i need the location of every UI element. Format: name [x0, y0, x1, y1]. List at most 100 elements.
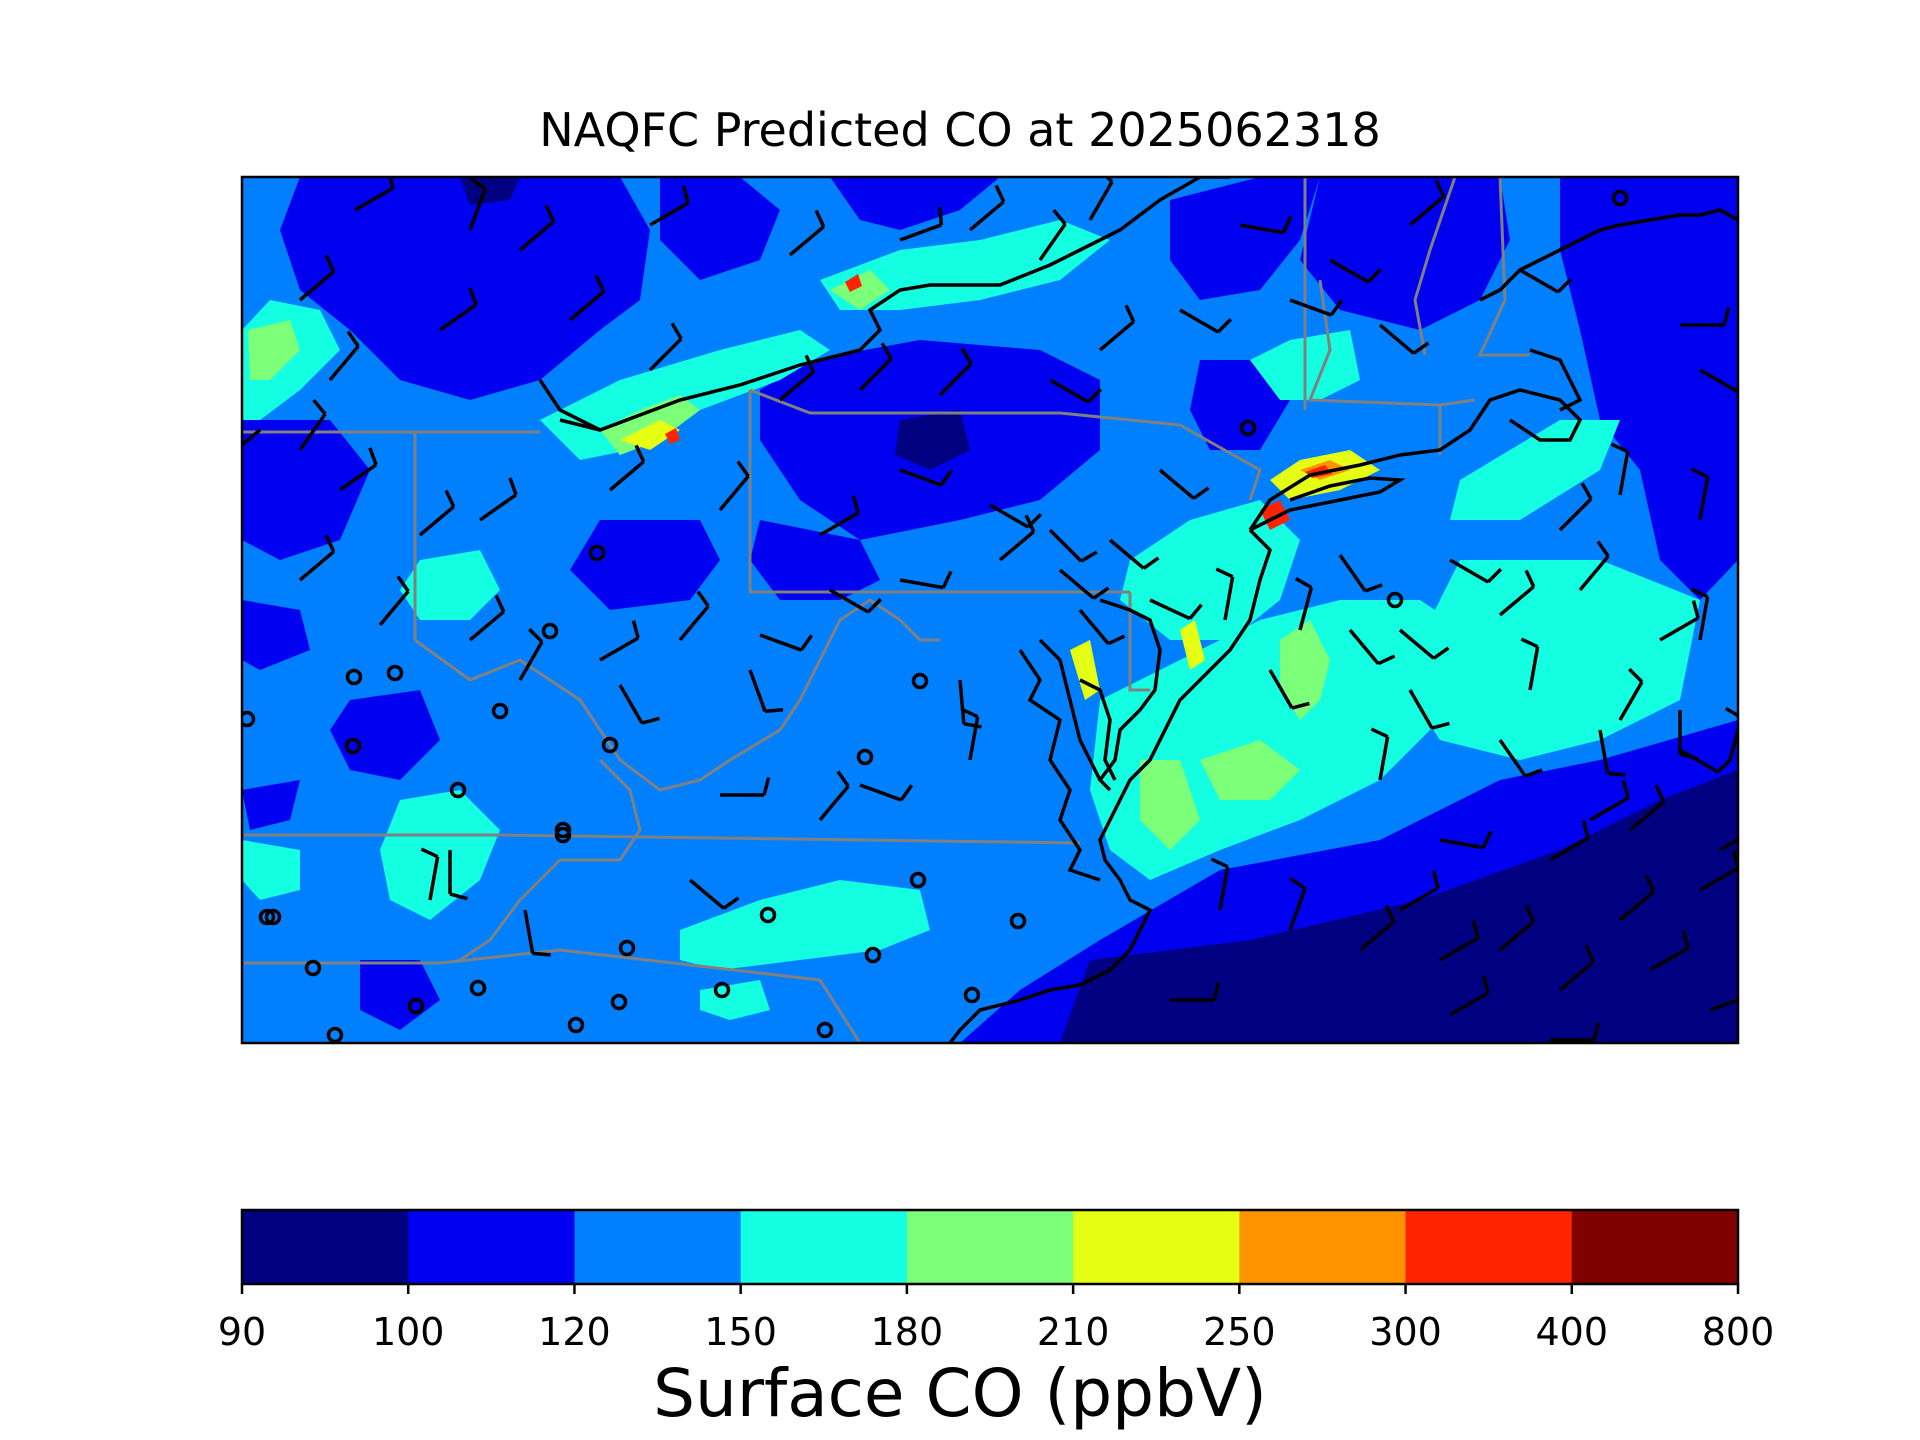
wind-barb — [1348, 628, 1396, 666]
colorbar-tick-label: 150 — [704, 1310, 777, 1354]
colorbar-segment — [408, 1210, 575, 1284]
wind-barb — [1239, 215, 1293, 235]
wind-barb — [648, 322, 683, 372]
coast-atlantic-mid — [948, 528, 1273, 1043]
coast-lake-erie-east — [538, 379, 601, 432]
wind-barb — [328, 330, 360, 382]
wind-barb — [1170, 982, 1221, 1002]
calm-wind-marker — [618, 939, 636, 957]
wind-barb — [968, 184, 1006, 232]
wind-barb — [998, 514, 1036, 562]
calm-wind-marker — [816, 1021, 834, 1039]
co-region-north-west — [280, 177, 650, 400]
coast-long-island-sound — [1248, 388, 1583, 531]
co-region — [242, 420, 370, 560]
calm-wind-marker — [1009, 912, 1027, 930]
co-region — [1170, 177, 1320, 300]
colorbar — [240, 1208, 1740, 1294]
colorbar-tick-label: 90 — [217, 1310, 267, 1354]
coastlines — [242, 177, 1738, 1043]
wind-barb — [378, 575, 410, 627]
calm-wind-marker — [407, 997, 425, 1015]
wind-barb — [1408, 689, 1450, 730]
calm-wind-marker — [588, 544, 606, 562]
wind-barb — [899, 468, 954, 487]
co-region — [400, 550, 500, 620]
wind-barb — [1088, 177, 1114, 221]
colorbar-label: Surface CO (ppbV) — [653, 1355, 1267, 1432]
wind-barb — [778, 354, 816, 402]
wind-barbs — [242, 177, 1778, 1043]
wind-barb — [468, 177, 487, 231]
co-region — [1280, 620, 1330, 720]
wind-barb — [568, 274, 606, 322]
wind-barb — [1049, 378, 1103, 404]
border-wv-ky — [459, 758, 642, 962]
coast-chesapeake-west — [1038, 638, 1102, 781]
wind-barb — [1439, 920, 1480, 962]
wind-barb — [1358, 904, 1396, 952]
wind-barb — [420, 847, 440, 901]
calm-wind-marker — [759, 906, 777, 924]
wind-barb — [1679, 748, 1733, 774]
calm-wind-marker — [554, 826, 572, 844]
wind-barb — [1598, 729, 1626, 777]
calm-wind-marker — [541, 622, 559, 640]
wind-barb — [958, 679, 982, 729]
colorbar-tick-label: 210 — [1036, 1310, 1110, 1354]
border-pennsylvania — [748, 390, 1130, 594]
co-region — [680, 880, 930, 970]
map-frame — [240, 175, 1740, 1045]
state-borders — [242, 177, 1530, 1043]
calm-wind-marker — [491, 702, 509, 720]
co-region — [665, 428, 680, 444]
wind-barb — [1709, 997, 1738, 1012]
wind-barb — [1048, 528, 1098, 563]
wind-barb — [298, 399, 327, 452]
wind-barb — [859, 783, 914, 802]
wind-barb — [298, 534, 336, 582]
wind-barb — [1449, 558, 1503, 584]
coast-delaware-bay — [1097, 598, 1162, 792]
colorbar-tick-label: 800 — [1701, 1310, 1775, 1354]
calm-wind-marker — [304, 959, 322, 977]
wind-barb — [1158, 468, 1210, 500]
wind-barb — [608, 444, 646, 492]
wind-barb — [1058, 568, 1110, 600]
border-md-de — [1128, 592, 1150, 692]
wind-barb — [1558, 482, 1593, 532]
wind-barb — [1719, 837, 1738, 852]
colorbar-segment — [740, 1210, 908, 1284]
co-region-st-lawrence — [820, 220, 1110, 310]
wind-barb — [1740, 751, 1778, 790]
wind-barb — [1439, 830, 1493, 850]
wind-barb — [1649, 930, 1690, 972]
calm-wind-marker — [386, 664, 404, 682]
calm-wind-marker — [601, 736, 619, 754]
wind-barb — [1038, 209, 1067, 262]
wind-barb — [1378, 323, 1430, 355]
wind-barb — [468, 594, 506, 642]
wind-barb — [688, 878, 740, 910]
border-ny-pa — [749, 388, 1181, 427]
wind-barb — [1550, 1022, 1601, 1042]
wind-barb — [1659, 600, 1700, 642]
border-vt-nh — [1413, 177, 1457, 356]
map-title: NAQFC Predicted CO at 2025062318 — [539, 103, 1381, 157]
wind-barb — [858, 342, 893, 392]
calm-wind-marker — [567, 1016, 585, 1034]
colorbar-tick-label: 180 — [870, 1310, 944, 1354]
wind-barb — [1215, 567, 1235, 621]
colorbar-tick-label: 100 — [371, 1310, 445, 1354]
co-region — [570, 520, 720, 610]
co-region — [1450, 420, 1620, 520]
wind-barb — [1549, 820, 1590, 862]
coast-potomac — [1018, 649, 1101, 882]
co-region — [1200, 740, 1300, 800]
co-region — [380, 790, 500, 920]
co-region — [830, 270, 890, 310]
wind-barb — [1519, 268, 1573, 294]
wind-barb — [1558, 944, 1596, 992]
colorbar-segment — [242, 1210, 409, 1284]
wind-barb — [448, 850, 468, 901]
